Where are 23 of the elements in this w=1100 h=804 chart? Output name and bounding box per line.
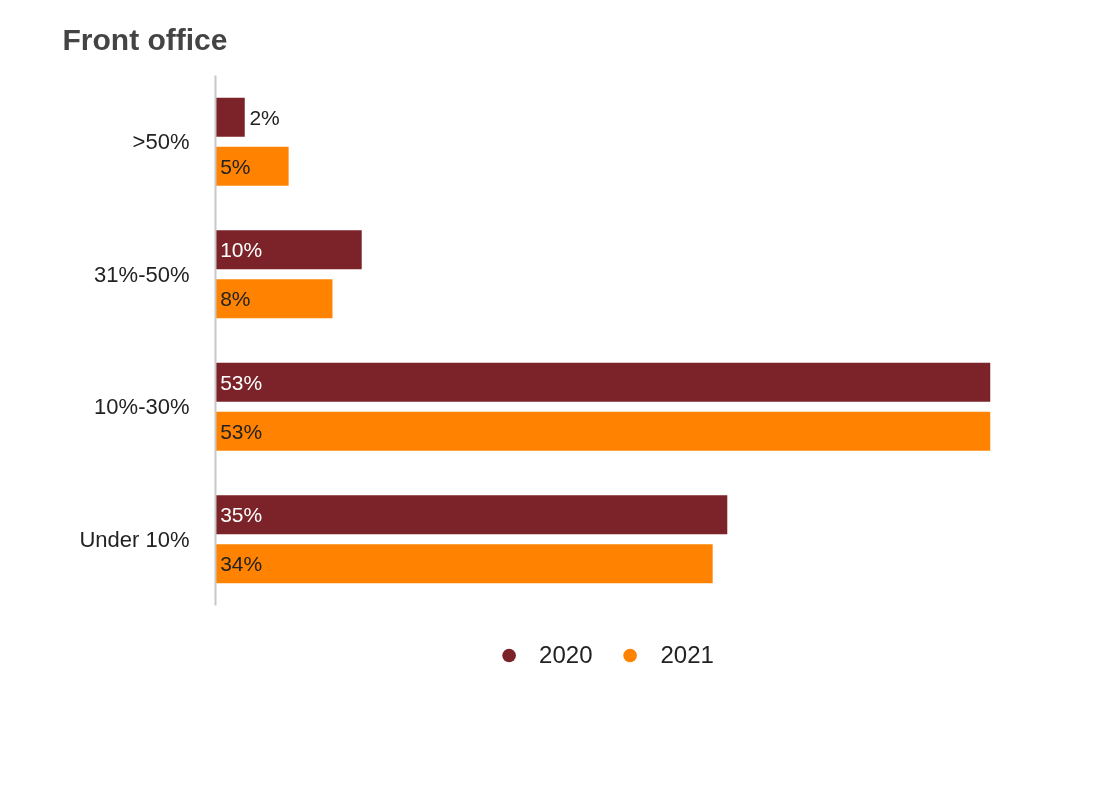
- bar: [215, 544, 713, 584]
- data-label: 34%: [220, 552, 263, 576]
- bar: [215, 411, 991, 451]
- y-tick-label: >50%: [132, 129, 190, 155]
- legend-label: 2020: [539, 641, 593, 669]
- y-tick-label: 31%-50%: [94, 261, 190, 287]
- y-tick-label: 10%-30%: [94, 394, 190, 420]
- legend-label: 2021: [660, 641, 714, 669]
- y-tick-label: Under 10%: [79, 526, 190, 552]
- bar: [215, 279, 333, 319]
- bar: [215, 362, 991, 402]
- data-label: 53%: [220, 419, 263, 443]
- bar: [215, 146, 289, 186]
- data-label: 10%: [220, 238, 263, 262]
- data-label: 35%: [220, 503, 263, 527]
- data-label: 2%: [249, 105, 280, 129]
- data-label: 5%: [220, 154, 251, 178]
- bar: [215, 230, 362, 270]
- data-label: 8%: [220, 287, 251, 311]
- data-label: 53%: [220, 370, 263, 394]
- bar: [215, 97, 245, 137]
- bar: [215, 495, 728, 535]
- chart-title: Front office: [62, 22, 228, 56]
